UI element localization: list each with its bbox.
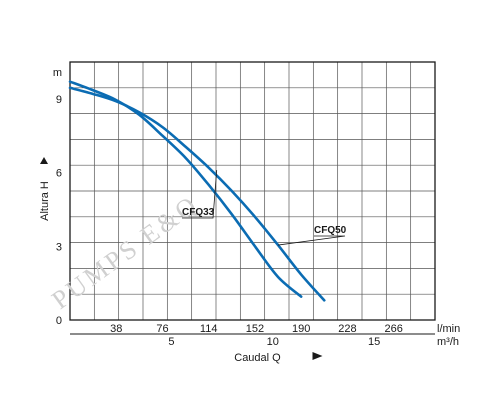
x2-tick-label: 5	[168, 336, 174, 348]
x2-tick-label: 10	[267, 336, 279, 348]
x-tick-label: 38	[110, 323, 122, 335]
x-axis-unit: l/min	[437, 323, 460, 335]
x-tick-label: 266	[384, 323, 402, 335]
x-tick-label: 228	[338, 323, 356, 335]
series-label-cfq50: CFQ50	[314, 225, 347, 236]
x-axis-title-text: Caudal Q	[234, 352, 281, 364]
x-tick-label: 152	[246, 323, 264, 335]
x-tick-label: 190	[292, 323, 310, 335]
arrow-up-icon	[40, 157, 48, 164]
y-axis-unit: m	[53, 67, 62, 79]
y-axis-title-text: Altura H	[39, 181, 51, 221]
arrow-right-icon	[312, 352, 323, 360]
grid	[69, 61, 436, 335]
y-tick-label: 3	[56, 241, 62, 253]
leader-line-cfq33	[182, 170, 218, 219]
x2-tick-label: 15	[368, 336, 380, 348]
curves	[68, 80, 326, 302]
y-tick-label: 6	[56, 168, 62, 180]
y-axis-title: Altura H	[39, 157, 51, 221]
plot-frame	[69, 61, 436, 321]
curve-cfq33	[68, 80, 303, 298]
x-tick-label: 76	[156, 323, 168, 335]
y-tick-label: 9	[56, 94, 62, 106]
series-label-cfq33: CFQ33	[182, 207, 215, 218]
leader-line-cfq50	[277, 235, 346, 246]
y-tick-label: 0	[56, 315, 62, 327]
tick-labels: 0 3 6 9 38 76 114 152 190 228 266 5 10 15	[56, 94, 403, 348]
curve-cfq50	[68, 86, 326, 302]
series-labels: CFQ33 CFQ50	[182, 170, 347, 246]
x2-axis-unit: m³/h	[437, 336, 459, 348]
x-tick-label: 114	[200, 323, 218, 335]
x-axis-title: Caudal Q	[234, 352, 323, 364]
